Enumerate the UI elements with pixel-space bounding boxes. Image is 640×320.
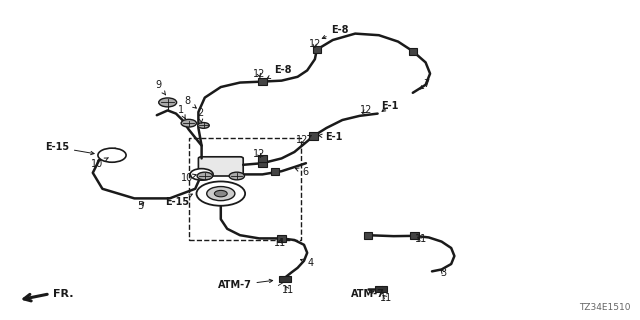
Bar	[409, 48, 417, 55]
Text: E-8: E-8	[323, 25, 349, 39]
Bar	[259, 78, 267, 85]
Text: 12: 12	[253, 69, 265, 79]
Text: 12: 12	[308, 39, 321, 49]
Bar	[410, 232, 419, 239]
Text: 5: 5	[138, 201, 144, 212]
Text: 6: 6	[296, 167, 308, 177]
Text: E-15: E-15	[45, 142, 94, 155]
Circle shape	[229, 172, 244, 180]
Circle shape	[198, 123, 209, 128]
Bar	[364, 232, 372, 239]
Text: 11: 11	[274, 237, 286, 248]
Text: 8: 8	[184, 96, 196, 108]
Text: 9: 9	[155, 80, 166, 95]
Text: 3: 3	[440, 268, 447, 278]
Text: E-8: E-8	[267, 65, 291, 79]
Text: 11: 11	[380, 293, 392, 303]
Text: 10: 10	[180, 172, 196, 183]
Text: 11: 11	[282, 284, 294, 295]
Bar	[259, 155, 267, 162]
Text: 12: 12	[253, 149, 265, 159]
Circle shape	[181, 119, 196, 127]
Text: 12: 12	[360, 105, 372, 116]
Bar	[310, 132, 317, 140]
Text: FR.: FR.	[53, 289, 74, 300]
FancyBboxPatch shape	[198, 157, 243, 176]
Text: 7: 7	[420, 79, 430, 89]
Text: ATM-7: ATM-7	[218, 279, 273, 291]
Bar	[259, 160, 267, 167]
Text: 2: 2	[197, 108, 204, 123]
Bar	[189, 138, 301, 240]
Circle shape	[98, 148, 126, 162]
Text: 1: 1	[178, 105, 185, 118]
Text: 10: 10	[91, 158, 108, 169]
Text: 4: 4	[301, 258, 314, 268]
Bar	[375, 286, 387, 292]
Text: E-15: E-15	[164, 194, 193, 207]
Circle shape	[207, 187, 235, 201]
Bar	[277, 235, 286, 242]
Text: E-1: E-1	[319, 132, 342, 142]
Text: E-1: E-1	[381, 101, 398, 111]
Text: 12: 12	[296, 135, 312, 145]
Circle shape	[214, 190, 227, 197]
Text: 11: 11	[415, 234, 427, 244]
Bar	[279, 276, 291, 282]
Circle shape	[197, 172, 212, 180]
Circle shape	[159, 98, 177, 107]
Text: ATM-7: ATM-7	[351, 289, 385, 299]
Circle shape	[196, 181, 245, 206]
Bar	[312, 46, 321, 53]
Bar	[271, 168, 279, 175]
Text: TZ34E1510: TZ34E1510	[579, 303, 630, 312]
Circle shape	[190, 169, 213, 180]
